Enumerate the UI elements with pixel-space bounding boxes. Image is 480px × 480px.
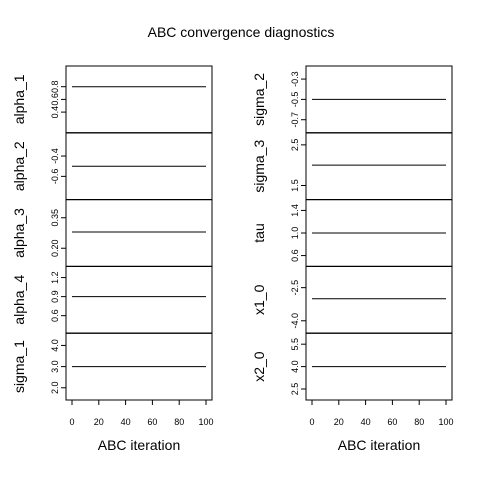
y-tick-label: 0.35 bbox=[50, 209, 60, 227]
y-tick-label: 0.20 bbox=[50, 239, 60, 257]
x-tick-label: 100 bbox=[198, 417, 213, 427]
y-tick-label: 3.0 bbox=[50, 360, 60, 373]
panel-alpha_3: 0.20 0.35 alpha_3 bbox=[11, 198, 212, 258]
y-tick-label: 2.5 bbox=[290, 139, 300, 152]
x-tick-label: 80 bbox=[414, 417, 424, 427]
y-tick-label: 1.0 bbox=[290, 227, 300, 240]
x-tick-label: 80 bbox=[174, 417, 184, 427]
y-tick-label: -0.7 bbox=[290, 112, 300, 128]
panel-alpha_2: -0.6 -0.4 alpha_2 bbox=[11, 132, 212, 191]
y-tick-label: -0.6 bbox=[50, 169, 60, 185]
y-tick-label: 0.6 bbox=[50, 309, 60, 322]
y-tick-label: 0.8 bbox=[50, 80, 60, 93]
y-tick-label: -4.0 bbox=[290, 313, 300, 329]
y-tick-label: 0.9 bbox=[50, 290, 60, 303]
panel-label-alpha_3: alpha_3 bbox=[11, 208, 27, 258]
panel-sigma_1: 2.0 3.0 4.0 sigma_1 bbox=[11, 332, 212, 395]
x-tick-label: 0 bbox=[309, 417, 314, 427]
x-tick-label: 20 bbox=[94, 417, 104, 427]
y-tick-label: -0.5 bbox=[290, 92, 300, 108]
y-tick-label: 5.5 bbox=[290, 338, 300, 351]
panel-sigma_3: 1.5 2.5 sigma_3 bbox=[251, 132, 452, 193]
panel-alpha_1: 0.40.60.8 alpha_1 bbox=[11, 74, 206, 124]
panel-label-sigma_2: sigma_2 bbox=[251, 73, 267, 126]
panel-x2_0: 2.5 4.0 5.5 x2_0 bbox=[251, 332, 452, 396]
panel-label-tau: tau bbox=[251, 223, 267, 242]
y-tick-label: -0.4 bbox=[50, 148, 60, 164]
y-tick-label: -2.5 bbox=[290, 280, 300, 296]
y-tick-label: -0.3 bbox=[290, 71, 300, 87]
y-tick-label: 0.4 bbox=[50, 106, 60, 119]
panel-x1_0: -4.0 -2.5 x1_0 bbox=[251, 265, 452, 329]
x-tick-label: 40 bbox=[361, 417, 371, 427]
y-tick-label: 4.0 bbox=[290, 360, 300, 373]
panel-label-sigma_1: sigma_1 bbox=[11, 340, 27, 393]
x-tick-label: 60 bbox=[387, 417, 397, 427]
column-1: 0.40.60.8alpha_1-0.6-0.4alpha_20.200.35a… bbox=[11, 65, 214, 453]
panel-label-alpha_1: alpha_1 bbox=[11, 74, 27, 124]
x-tick-label: 40 bbox=[121, 417, 131, 427]
chart-columns: 0.40.60.8alpha_1-0.6-0.4alpha_20.200.35a… bbox=[11, 65, 454, 453]
x-axis-label: ABC iteration bbox=[98, 437, 180, 453]
column-frame bbox=[65, 65, 213, 401]
y-tick-label: 2.0 bbox=[50, 382, 60, 395]
y-tick-label: 1.5 bbox=[290, 179, 300, 192]
panel-label-alpha_4: alpha_4 bbox=[11, 275, 27, 325]
x-axis-label: ABC iteration bbox=[338, 437, 420, 453]
x-tick-label: 100 bbox=[438, 417, 453, 427]
x-tick-label: 20 bbox=[334, 417, 344, 427]
panel-label-x2_0: x2_0 bbox=[251, 351, 267, 382]
panel-sigma_2: -0.7 -0.5 -0.3 sigma_2 bbox=[251, 71, 446, 127]
y-tick-label: 0.6 bbox=[290, 249, 300, 262]
panel-alpha_4: 0.6 0.9 1.2 alpha_4 bbox=[11, 265, 212, 325]
y-tick-label: 2.5 bbox=[290, 383, 300, 396]
column-2: -0.7 -0.5 -0.3 sigma_2 1.5 2.5 sigma_3 0.6 1.0 1.… bbox=[251, 65, 454, 453]
y-tick-label: 0.6 bbox=[50, 93, 60, 106]
panel-label-sigma_3: sigma_3 bbox=[251, 140, 267, 193]
y-tick-label: 1.4 bbox=[290, 204, 300, 217]
chart-title: ABC convergence diagnostics bbox=[148, 24, 335, 40]
x-tick-label: 0 bbox=[69, 417, 74, 427]
panel-tau: 0.6 1.0 1.4 tau bbox=[251, 198, 452, 262]
y-tick-label: 1.2 bbox=[50, 271, 60, 284]
x-tick-label: 60 bbox=[147, 417, 157, 427]
y-tick-label: 4.0 bbox=[50, 339, 60, 352]
panel-label-x1_0: x1_0 bbox=[251, 284, 267, 315]
panel-label-alpha_2: alpha_2 bbox=[11, 141, 27, 191]
